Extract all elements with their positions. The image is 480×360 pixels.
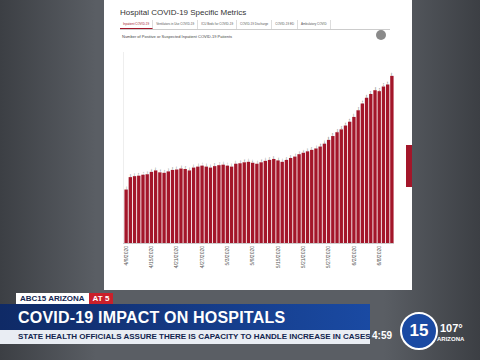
html-text:107°: 107° xyxy=(440,322,463,334)
svg-text:690: 690 xyxy=(129,174,131,177)
svg-text:865: 865 xyxy=(277,157,279,160)
svg-text:1560: 1560 xyxy=(370,91,371,94)
html-text:ICU Beds for COVID-19: ICU Beds for COVID-19 xyxy=(201,22,233,26)
svg-text:6/8/2020: 6/8/2020 xyxy=(376,246,382,266)
svg-text:1270: 1270 xyxy=(349,118,350,121)
svg-text:775: 775 xyxy=(184,166,186,169)
html-text:COVID-19 ED: COVID-19 ED xyxy=(275,22,295,26)
svg-text:1120: 1120 xyxy=(332,133,333,136)
svg-text:700: 700 xyxy=(133,173,135,176)
svg-text:1160: 1160 xyxy=(337,129,338,132)
svg-text:760: 760 xyxy=(188,167,190,170)
svg-text:845: 845 xyxy=(243,159,245,162)
svg-text:830: 830 xyxy=(234,161,236,164)
svg-text:960: 960 xyxy=(306,148,308,151)
svg-text:800: 800 xyxy=(197,164,199,167)
svg-text:740: 740 xyxy=(159,169,161,172)
svg-text:870: 870 xyxy=(285,157,287,160)
svg-text:5/3/2020: 5/3/2020 xyxy=(224,246,230,266)
svg-text:1040: 1040 xyxy=(324,140,325,143)
svg-text:5/15/2020: 5/15/2020 xyxy=(275,246,281,268)
svg-text:5/27/2020: 5/27/2020 xyxy=(325,246,331,268)
svg-text:1660: 1660 xyxy=(387,81,388,84)
svg-text:6/2/2020: 6/2/2020 xyxy=(351,246,357,266)
html-text:COVID-19 IMPACT ON HOSPITALS: COVID-19 IMPACT ON HOSPITALS xyxy=(18,309,286,326)
svg-text:840: 840 xyxy=(251,160,253,163)
svg-text:745: 745 xyxy=(150,169,152,172)
svg-text:1320: 1320 xyxy=(353,114,354,117)
svg-text:820: 820 xyxy=(222,162,224,165)
svg-text:860: 860 xyxy=(264,158,266,161)
svg-text:975: 975 xyxy=(310,147,312,150)
svg-text:1590: 1590 xyxy=(379,88,380,91)
svg-text:1600: 1600 xyxy=(375,87,376,90)
svg-text:705: 705 xyxy=(137,173,139,176)
html-text:ARIZONA: ARIZONA xyxy=(437,336,465,342)
svg-text:1520: 1520 xyxy=(366,95,367,98)
svg-text:1390: 1390 xyxy=(358,107,359,110)
svg-text:5/9/2020: 5/9/2020 xyxy=(249,246,255,266)
html-text:Ventilators in Use COVID-19: Ventilators in Use COVID-19 xyxy=(156,22,195,26)
svg-text:815: 815 xyxy=(218,162,220,165)
svg-text:1460: 1460 xyxy=(362,100,363,103)
svg-text:930: 930 xyxy=(298,151,300,154)
svg-text:805: 805 xyxy=(213,163,215,166)
svg-text:890: 890 xyxy=(289,155,291,158)
html-text:COVID-19 Discharge: COVID-19 Discharge xyxy=(240,22,269,26)
svg-text:990: 990 xyxy=(315,145,317,148)
svg-text:1080: 1080 xyxy=(328,137,329,140)
svg-text:750: 750 xyxy=(167,168,169,171)
svg-text:880: 880 xyxy=(272,156,274,159)
svg-text:770: 770 xyxy=(175,166,177,169)
svg-text:760: 760 xyxy=(154,167,156,170)
svg-text:790: 790 xyxy=(209,165,211,168)
html-text:ABC15 ARIZONA: ABC15 ARIZONA xyxy=(20,294,85,303)
svg-text:870: 870 xyxy=(268,157,270,160)
svg-text:1190: 1190 xyxy=(341,126,342,129)
html-text:15: 15 xyxy=(409,321,429,340)
svg-text:720: 720 xyxy=(146,171,148,174)
html-text:AT 5: AT 5 xyxy=(92,294,110,303)
svg-text:765: 765 xyxy=(171,167,173,170)
svg-text:800: 800 xyxy=(230,164,232,167)
svg-text:790: 790 xyxy=(192,165,194,168)
svg-text:945: 945 xyxy=(302,150,304,153)
html-text:Inpatient COVID-19: Inpatient COVID-19 xyxy=(123,22,150,26)
svg-text:715: 715 xyxy=(142,172,144,175)
svg-text:780: 780 xyxy=(180,165,182,168)
svg-text:735: 735 xyxy=(163,170,165,173)
svg-text:1010: 1010 xyxy=(320,143,321,146)
svg-text:835: 835 xyxy=(239,160,241,163)
html-text:Ambulatory COVID: Ambulatory COVID xyxy=(301,22,327,26)
svg-text:905: 905 xyxy=(294,154,296,157)
svg-text:560: 560 xyxy=(125,187,127,190)
svg-text:850: 850 xyxy=(247,159,249,162)
html-text:STATE HEALTH OFFICIALS ASSURE: STATE HEALTH OFFICIALS ASSURE THERE IS C… xyxy=(18,330,392,341)
html-text:Hospital COVID-19 Specific Met: Hospital COVID-19 Specific Metrics xyxy=(120,8,247,17)
svg-text:1230: 1230 xyxy=(345,122,346,125)
svg-text:1750: 1750 xyxy=(391,73,392,76)
svg-text:4/21/2020: 4/21/2020 xyxy=(173,246,179,268)
svg-text:830: 830 xyxy=(256,161,258,164)
svg-text:1640: 1640 xyxy=(383,83,384,86)
svg-text:800: 800 xyxy=(205,164,207,167)
svg-text:4/27/2020: 4/27/2020 xyxy=(199,246,205,268)
svg-text:845: 845 xyxy=(260,159,262,162)
svg-text:850: 850 xyxy=(281,159,283,162)
svg-text:5/21/2020: 5/21/2020 xyxy=(300,246,306,268)
svg-text:810: 810 xyxy=(201,163,203,166)
html-text:Number of Positive or Suspecte: Number of Positive or Suspected Inpatien… xyxy=(122,34,233,39)
svg-text:4/9/2020: 4/9/2020 xyxy=(123,246,129,266)
svg-text:4/15/2020: 4/15/2020 xyxy=(148,246,154,268)
svg-text:810: 810 xyxy=(226,163,228,166)
